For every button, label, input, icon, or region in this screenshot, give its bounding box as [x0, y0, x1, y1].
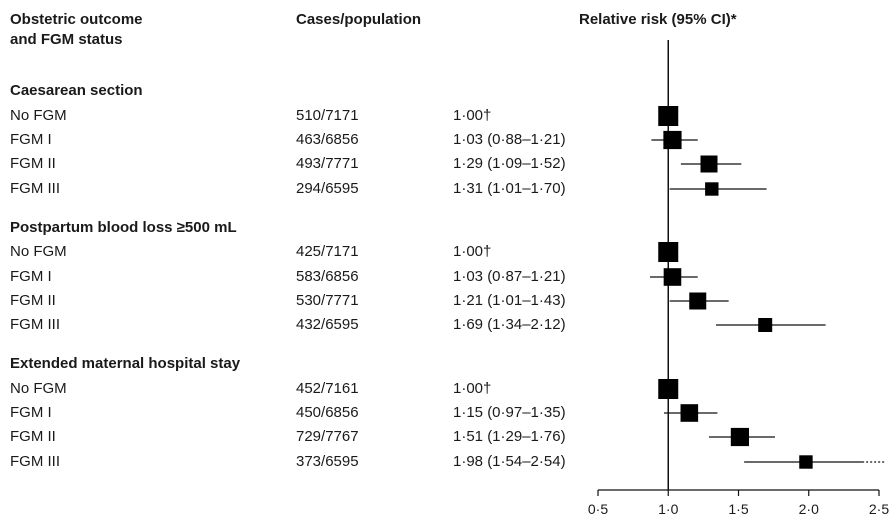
- row-cases: 583/6856: [296, 268, 359, 285]
- row-rr-text: 1·03 (0·87–1·21): [453, 268, 566, 285]
- row-cases: 452/7161: [296, 380, 359, 397]
- row-cases: 729/7767: [296, 428, 359, 445]
- point-estimate-marker: [758, 318, 773, 332]
- row-rr-text: 1·51 (1·29–1·76): [453, 428, 566, 445]
- header-cases-population: Cases/population: [296, 11, 422, 28]
- group-title-caesarean: Caesarean section: [10, 82, 143, 99]
- row-rr-text: 1·15 (0·97–1·35): [453, 404, 566, 421]
- row-rr-text: 1·29 (1·09–1·52): [453, 155, 566, 172]
- x-tick-label: 2·0: [799, 501, 819, 517]
- row-rr-text: 1·69 (1·34–2·12): [453, 316, 566, 333]
- row-label: FGM II: [10, 292, 56, 309]
- row-rr-text: 1·31 (1·01–1·70): [453, 180, 566, 197]
- row-label: FGM I: [10, 131, 52, 148]
- row-rr-text: 1·00†: [453, 243, 492, 260]
- row-cases: 510/7171: [296, 107, 359, 124]
- row-rr-text: 1·98 (1·54–2·54): [453, 453, 566, 470]
- group-title-hospital-stay: Extended maternal hospital stay: [10, 355, 241, 372]
- row-label: FGM III: [10, 316, 60, 333]
- row-cases: 294/6595: [296, 180, 359, 197]
- point-estimate-marker: [663, 268, 682, 286]
- point-estimate-marker: [663, 130, 682, 150]
- header-relative-risk: Relative risk (95% CI)*: [579, 11, 737, 28]
- row-label: No FGM: [10, 107, 67, 124]
- row-rr-text: 1·03 (0·88–1·21): [453, 131, 566, 148]
- x-tick-label: 1·5: [728, 501, 748, 517]
- point-estimate-marker: [730, 427, 750, 447]
- group-title-postpartum: Postpartum blood loss ≥500 mL: [10, 219, 237, 236]
- row-cases: 530/7771: [296, 292, 359, 309]
- x-tick-label: 0·5: [588, 501, 608, 517]
- row-cases: 463/6856: [296, 131, 359, 148]
- row-cases: 450/6856: [296, 404, 359, 421]
- row-label: FGM I: [10, 268, 52, 285]
- point-estimate-marker: [799, 455, 813, 469]
- row-label: No FGM: [10, 243, 67, 260]
- point-estimate-marker: [658, 106, 679, 126]
- row-cases: 493/7771: [296, 155, 359, 172]
- row-rr-text: 1·00†: [453, 107, 492, 124]
- row-label: No FGM: [10, 380, 67, 397]
- header-outcome-line1: Obstetric outcome: [10, 11, 143, 28]
- point-estimate-marker: [705, 182, 719, 196]
- row-label: FGM I: [10, 404, 52, 421]
- point-estimate-marker: [700, 155, 718, 173]
- row-label: FGM II: [10, 155, 56, 172]
- row-label: FGM III: [10, 180, 60, 197]
- x-tick-label: 2·5: [869, 501, 889, 517]
- point-estimate-marker: [658, 242, 679, 262]
- header-outcome-line2: and FGM status: [10, 31, 123, 48]
- point-estimate-marker: [658, 379, 679, 399]
- x-tick-label: 1·0: [658, 501, 678, 517]
- point-estimate-marker: [680, 404, 699, 422]
- row-rr-text: 1·00†: [453, 380, 492, 397]
- row-cases: 373/6595: [296, 453, 359, 470]
- row-label: FGM III: [10, 453, 60, 470]
- row-cases: 432/6595: [296, 316, 359, 333]
- row-label: FGM II: [10, 428, 56, 445]
- point-estimate-marker: [689, 292, 707, 310]
- row-rr-text: 1·21 (1·01–1·43): [453, 292, 566, 309]
- row-cases: 425/7171: [296, 243, 359, 260]
